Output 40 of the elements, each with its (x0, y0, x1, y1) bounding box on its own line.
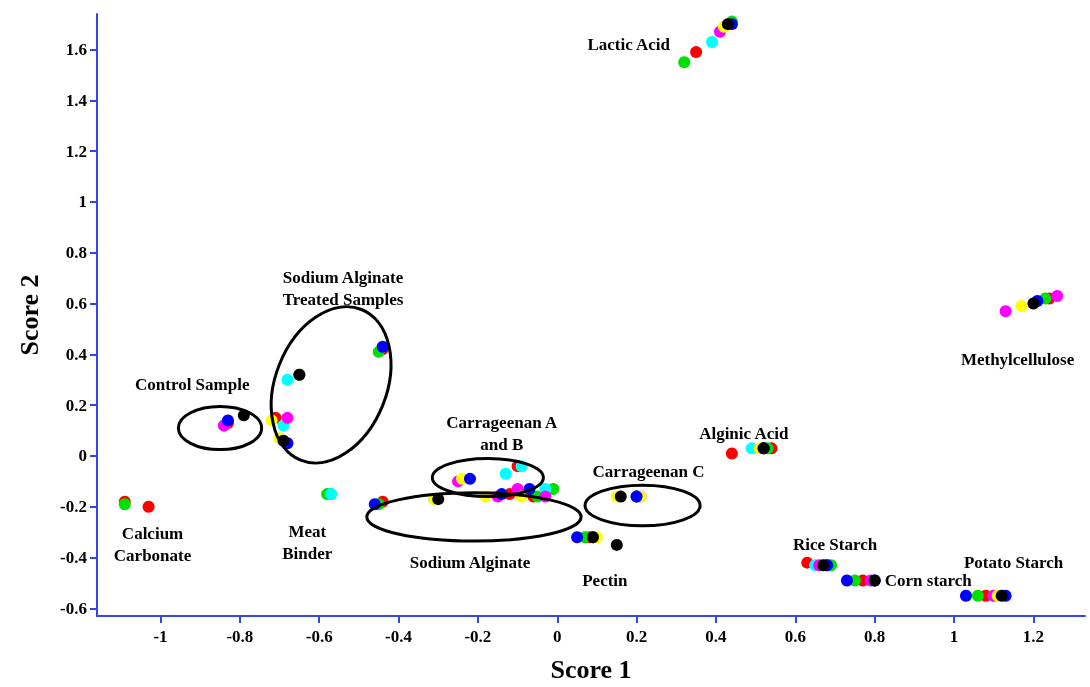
y-tick-label: 1.2 (65, 141, 87, 161)
y-tick-label: 1 (78, 192, 87, 212)
x-tick-label: 0.2 (626, 627, 648, 646)
annotation: Control Sample (135, 375, 250, 395)
y-tick-label: 0.4 (65, 344, 88, 364)
annotation: Lactic Acid (587, 34, 671, 54)
y-tick-label: 0.6 (65, 294, 87, 314)
y-tick-label: -0.2 (60, 497, 87, 517)
x-tick-label: -0.2 (464, 627, 492, 646)
x-tick-label: 1 (949, 627, 959, 646)
y-tick-label: -0.4 (60, 548, 88, 568)
y-axis-title: Score 2 (14, 274, 44, 356)
y-tick-label: 1.6 (65, 40, 87, 60)
annotation: Corn starch (884, 570, 973, 590)
annotation: Alginic Acid (699, 423, 789, 443)
x-tick-label: -0.8 (226, 627, 254, 646)
y-tick-label: -0.6 (60, 598, 87, 618)
annotation: Calcium Carbonate (113, 524, 192, 566)
x-tick-label: 0.8 (864, 627, 886, 646)
y-tick-label: 0.8 (65, 243, 87, 263)
annotation: Sodium Alginate Treated Samples (282, 267, 404, 309)
x-tick-label: -0.4 (385, 627, 413, 646)
annotation: Pectin (582, 570, 629, 590)
x-tick-label: -1 (153, 627, 168, 646)
x-tick-label: 0.6 (784, 627, 806, 646)
y-tick-label: 0 (78, 446, 87, 466)
annotation: Carrageenan A and B (446, 412, 558, 454)
annotation: Meat Binder (282, 521, 333, 563)
x-tick-label: 0 (553, 627, 562, 646)
x-tick-label: 1.2 (1022, 627, 1045, 646)
annotation: Rice Starch (792, 535, 878, 555)
x-axis-title: Score 1 (550, 654, 632, 684)
annotation: Potato Starch (963, 553, 1064, 573)
y-tick-label: 1.4 (65, 90, 88, 110)
x-tick-label: 0.4 (705, 627, 728, 646)
annotation: Sodium Alginate (409, 553, 531, 573)
annotation: Methylcellulose (960, 349, 1075, 369)
annotation: Carrageenan C (592, 461, 705, 481)
x-tick-label: -0.6 (305, 627, 333, 646)
y-tick-label: 0.2 (65, 395, 87, 415)
